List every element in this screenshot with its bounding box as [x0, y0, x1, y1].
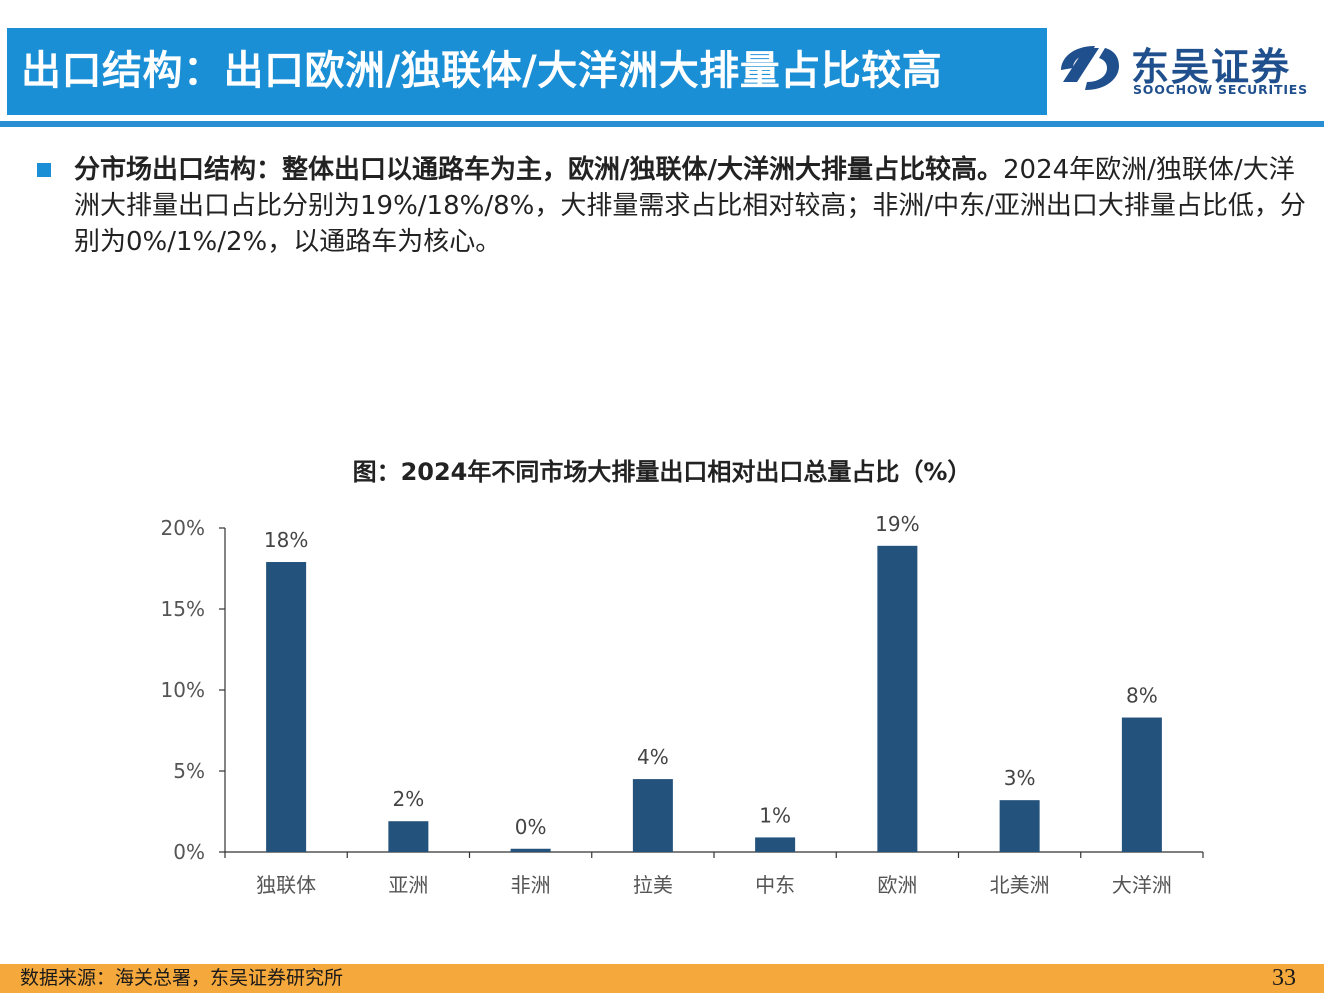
y-tick-label: 10%: [161, 678, 205, 702]
footer-bar: 数据来源：海关总署，东吴证券研究所 33: [0, 964, 1324, 993]
data-label: 18%: [264, 528, 308, 552]
logo-en-text: SOOCHOW SECURITIES: [1133, 82, 1308, 97]
x-tick-label: 北美洲: [990, 873, 1050, 897]
data-label: 1%: [759, 803, 791, 827]
summary-bold: 分市场出口结构：整体出口以通路车为主，欧洲/独联体/大洋洲大排量占比较高。: [74, 155, 1003, 185]
bar: [510, 848, 551, 852]
company-logo: 东吴证券 SOOCHOW SECURITIES: [1055, 34, 1315, 110]
x-tick-label: 中东: [755, 873, 795, 897]
x-tick-label: 亚洲: [388, 873, 428, 897]
chart-title: 图：2024年不同市场大排量出口相对出口总量占比（%）: [352, 458, 972, 486]
summary-paragraph: 分市场出口结构：整体出口以通路车为主，欧洲/独联体/大洋洲大排量占比较高。202…: [74, 152, 1310, 260]
header-divider: [0, 121, 1324, 127]
x-tick-label: 拉美: [633, 873, 673, 897]
logo-cn-text: 东吴证券: [1131, 45, 1292, 89]
bar: [755, 837, 796, 852]
bar: [388, 821, 429, 852]
bullet-square-icon: [37, 163, 51, 177]
data-label: 4%: [637, 745, 669, 769]
y-tick-label: 5%: [173, 759, 205, 783]
bar: [266, 562, 307, 852]
data-source: 数据来源：海关总署，东吴证券研究所: [20, 967, 344, 989]
data-label: 2%: [393, 787, 425, 811]
y-tick-label: 20%: [161, 516, 205, 540]
bar: [877, 545, 918, 852]
page-title: 出口结构：出口欧洲/独联体/大洋洲大排量占比较高: [21, 48, 943, 94]
y-tick-label: 15%: [161, 597, 205, 621]
page-number: 33: [1272, 965, 1296, 991]
y-tick-label: 0%: [173, 840, 205, 864]
x-tick-label: 独联体: [256, 873, 316, 897]
bar: [632, 779, 673, 852]
bar: [1121, 717, 1162, 852]
data-label: 0%: [515, 815, 547, 839]
soochow-logo-icon: [1061, 46, 1119, 90]
x-tick-label: 非洲: [511, 873, 551, 897]
data-label: 3%: [1004, 766, 1036, 790]
x-tick-label: 大洋洲: [1112, 873, 1172, 897]
data-label: 8%: [1126, 684, 1158, 708]
data-label: 19%: [875, 512, 919, 536]
summary-normal: 2024年欧洲/独联体/大洋洲大排量出口占比分别为19%/18%/8%，大排量需…: [74, 155, 1306, 257]
bar: [999, 800, 1040, 852]
x-tick-label: 欧洲: [877, 873, 917, 897]
bar-chart: 0% 5% 10% 15% 20% 18% 独联体 2% 亚洲 0% 非洲 4% 拉美 1% 中东 19% 欧洲…: [161, 512, 1204, 897]
title-bar: 出口结构：出口欧洲/独联体/大洋洲大排量占比较高: [7, 28, 1047, 115]
